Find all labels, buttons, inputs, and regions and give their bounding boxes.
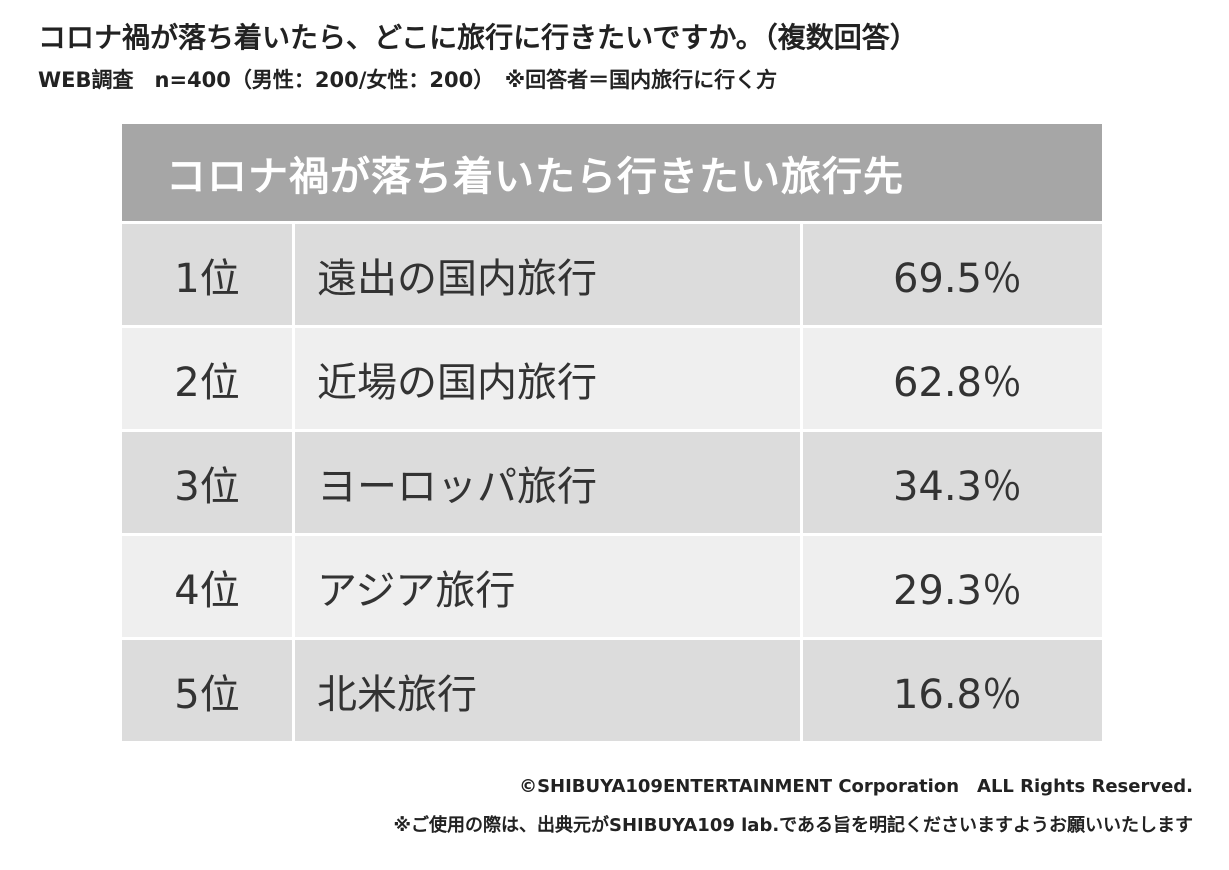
subtitle: WEB調査 n=400（男性：200/女性：200） ※回答者＝国内旅行に行く方 <box>38 68 778 92</box>
rank: 2位 <box>122 328 292 429</box>
percentage: 62.8％ <box>803 328 1102 429</box>
rank: 3位 <box>122 432 292 533</box>
table: コロナ禍が落ち着いたら行きたい旅行先 1位 遠出の国内旅行 69.5％ 2位 近場の国内… <box>122 124 1102 741</box>
percentage: 34.3％ <box>803 432 1102 533</box>
table-row: 4位 アジア旅行 29.3％ <box>122 536 1102 637</box>
rank: 1位 <box>122 224 292 325</box>
percentage: 69.5％ <box>803 224 1102 325</box>
table-title: コロナ禍が落ち着いたら行きたい旅行先 <box>122 124 1102 221</box>
percentage: 16.8％ <box>803 640 1102 741</box>
destination: 近場の国内旅行 <box>295 328 800 429</box>
table-row: 3位 ヨーロッパ旅行 34.3％ <box>122 432 1102 533</box>
title: コロナ禍が落ち着いたら、どこに旅行に行きたいですか。（複数回答） <box>38 21 918 54</box>
table-body: 1位 遠出の国内旅行 69.5％ 2位 近場の国内旅行 62.8％ 3位 ヨーロッパ旅行 34.… <box>122 224 1102 741</box>
percentage: 29.3％ <box>803 536 1102 637</box>
rank: 4位 <box>122 536 292 637</box>
destination: 北米旅行 <box>295 640 800 741</box>
table-row: 5位 北米旅行 16.8％ <box>122 640 1102 741</box>
rank: 5位 <box>122 640 292 741</box>
usage-note: ※ご使用の際は、出典元がSHIBUYA109 lab.である旨を明記くださいます… <box>393 815 1194 836</box>
copyright: ©SHIBUYA109ENTERTAINMENT Corporation ALL… <box>519 776 1193 797</box>
destination: ヨーロッパ旅行 <box>295 432 800 533</box>
destination: 遠出の国内旅行 <box>295 224 800 325</box>
destination: アジア旅行 <box>295 536 800 637</box>
table-row: 2位 近場の国内旅行 62.8％ <box>122 328 1102 429</box>
table-row: 1位 遠出の国内旅行 69.5％ <box>122 224 1102 325</box>
